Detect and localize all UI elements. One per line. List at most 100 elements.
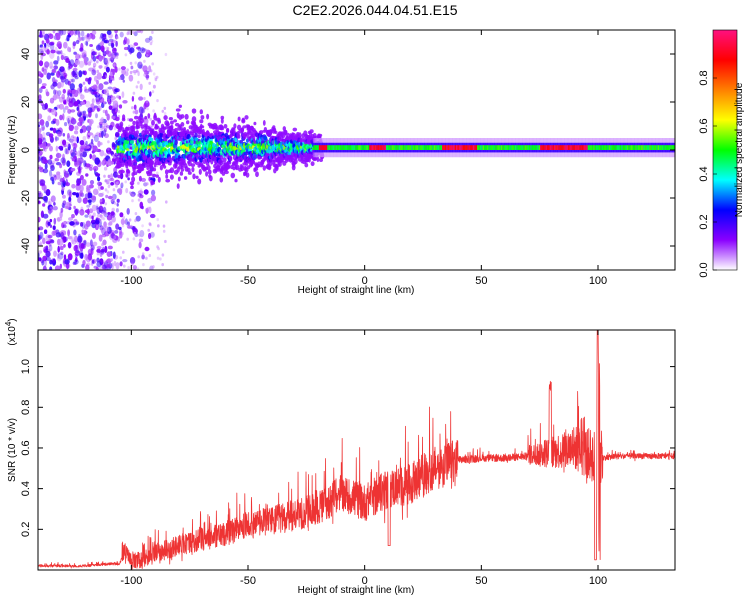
heatmap-noise-cell: [129, 47, 135, 54]
heatmap-signal-cell: [192, 173, 196, 180]
heatmap-band-core: [393, 145, 396, 150]
heatmap-noise-cell: [66, 96, 71, 102]
heatmap-noise-cell: [105, 154, 109, 162]
heatmap-noise-cell: [92, 55, 97, 62]
heatmap-band-core: [605, 145, 609, 150]
heatmap-band-core: [544, 145, 547, 150]
heatmap-noise-cell: [42, 237, 46, 245]
heatmap-noise-cell: [92, 134, 96, 139]
heatmap-band-core: [527, 145, 531, 150]
heatmap-noise-cell: [74, 130, 79, 135]
heatmap-noise-cell: [151, 62, 154, 66]
heatmap-band-core: [380, 145, 384, 150]
heatmap-noise-cell: [116, 172, 120, 176]
heatmap-noise-cell: [100, 32, 104, 39]
heatmap-noise-cell: [57, 252, 64, 260]
heatmap-signal-cell: [169, 130, 173, 136]
heatmap-noise-cell: [84, 88, 90, 93]
heatmap-band-core: [449, 145, 452, 150]
heatmap-noise-cell: [105, 57, 110, 64]
heatmap-band-core: [328, 145, 332, 150]
heatmap-noise-cell: [134, 109, 139, 115]
heatmap-noise-cell: [42, 213, 49, 219]
heatmap-noise-cell: [137, 181, 140, 185]
heatmap-band-core: [436, 145, 440, 150]
heatmap-noise-cell: [71, 120, 77, 124]
heatmap-band-core: [540, 145, 543, 150]
heatmap-noise-cell: [96, 213, 102, 218]
heatmap-noise-cell: [89, 180, 95, 185]
heatmap-signal-cell: [223, 124, 228, 129]
heatmap-noise-cell: [71, 238, 74, 244]
heatmap-signal-cell: [129, 140, 135, 144]
heatmap-band-core: [324, 145, 328, 150]
heatmap-noise-cell: [93, 51, 98, 56]
heatmap-band-core: [519, 145, 522, 150]
heatmap-band-core: [411, 145, 414, 150]
heatmap-noise-cell: [65, 141, 70, 148]
heatmap-noise-cell: [88, 142, 95, 148]
heatmap-noise-cell: [144, 246, 150, 252]
heatmap-noise-cell: [110, 199, 114, 203]
heatmap-band-core: [422, 145, 426, 150]
heatmap-band-core: [565, 145, 568, 150]
heatmap-noise-cell: [96, 181, 100, 186]
heatmap-noise-cell: [71, 78, 75, 83]
heatmap-noise-cell: [48, 208, 52, 215]
heatmap-band-core: [589, 145, 592, 150]
heatmap-band-core: [428, 145, 431, 150]
heatmap-noise-cell: [53, 217, 57, 225]
heatmap-noise-cell: [141, 224, 144, 228]
heatmap-signal-cell: [157, 119, 161, 124]
heatmap-noise-cell: [41, 83, 47, 87]
heatmap-signal-cell: [292, 127, 298, 132]
spectrogram-y-axis: -40 -20 0 20 40: [20, 48, 675, 254]
heatmap-band-core: [353, 145, 357, 150]
heatmap-noise-cell: [101, 227, 106, 235]
heatmap-noise-cell: [98, 267, 103, 270]
heatmap-noise-cell: [104, 260, 107, 264]
heatmap-noise-cell: [136, 51, 142, 59]
heatmap-noise-cell: [137, 46, 141, 52]
heatmap-noise-cell: [108, 162, 111, 166]
heatmap-noise-cell: [58, 238, 64, 246]
heatmap-noise-cell: [69, 221, 75, 226]
heatmap-noise-cell: [99, 97, 105, 104]
heatmap-band-core: [394, 145, 398, 150]
heatmap-noise-cell: [60, 50, 63, 55]
heatmap-band-core: [502, 145, 505, 150]
heatmap-band-core: [408, 145, 412, 150]
heatmap-noise-cell: [100, 142, 103, 146]
heatmap-noise-cell: [68, 196, 72, 202]
heatmap-noise-cell: [122, 216, 125, 220]
heatmap-band-core: [597, 145, 601, 150]
heatmap-signal-cell: [216, 167, 221, 172]
heatmap-band-core: [604, 145, 608, 150]
heatmap-signal-cell: [154, 125, 160, 129]
heatmap-noise-cell: [75, 221, 80, 225]
heatmap-signal-cell: [138, 175, 142, 182]
heatmap-noise-cell: [141, 205, 144, 210]
heatmap-noise-cell: [134, 219, 137, 223]
heatmap-noise-cell: [105, 66, 110, 73]
heatmap-signal-cell: [219, 177, 224, 183]
heatmap-band-core: [318, 145, 322, 150]
heatmap-noise-cell: [131, 199, 134, 203]
heatmap-signal-cell: [191, 116, 197, 123]
heatmap-band-core: [317, 145, 321, 150]
heatmap-band-core: [405, 145, 409, 150]
heatmap-noise-cell: [127, 177, 130, 181]
heatmap-band-core: [363, 145, 367, 150]
heatmap-noise-cell: [149, 213, 156, 219]
heatmap-noise-cell: [76, 178, 82, 186]
heatmap-noise-cell: [55, 50, 62, 54]
heatmap-noise-cell: [137, 198, 141, 202]
heatmap-noise-cell: [133, 231, 137, 236]
heatmap-noise-cell: [68, 99, 73, 104]
heatmap-signal-cell: [141, 162, 146, 167]
heatmap-band-core: [414, 145, 417, 150]
heatmap-noise-cell: [38, 216, 41, 223]
heatmap-noise-cell: [156, 218, 159, 222]
heatmap-noise-cell: [62, 97, 66, 102]
heatmap-noise-cell: [42, 195, 48, 202]
